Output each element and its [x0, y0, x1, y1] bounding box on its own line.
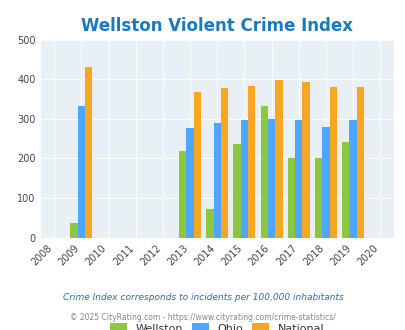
- Legend: Wellston, Ohio, National: Wellston, Ohio, National: [105, 318, 328, 330]
- Bar: [267, 119, 275, 238]
- Bar: [329, 87, 336, 238]
- Bar: [193, 92, 200, 238]
- Bar: [186, 127, 193, 238]
- Bar: [356, 87, 363, 238]
- Bar: [314, 158, 322, 238]
- Bar: [220, 88, 228, 238]
- Bar: [70, 222, 77, 238]
- Bar: [294, 119, 302, 238]
- Bar: [206, 209, 213, 238]
- Text: © 2025 CityRating.com - https://www.cityrating.com/crime-statistics/: © 2025 CityRating.com - https://www.city…: [70, 313, 335, 322]
- Bar: [213, 123, 220, 238]
- Bar: [302, 82, 309, 238]
- Bar: [247, 85, 255, 238]
- Bar: [349, 120, 356, 238]
- Bar: [85, 67, 92, 238]
- Bar: [322, 127, 329, 238]
- Bar: [179, 151, 186, 238]
- Bar: [240, 120, 247, 238]
- Bar: [233, 144, 240, 238]
- Bar: [287, 158, 294, 238]
- Bar: [77, 106, 85, 238]
- Bar: [341, 142, 349, 238]
- Bar: [275, 81, 282, 238]
- Text: Crime Index corresponds to incidents per 100,000 inhabitants: Crime Index corresponds to incidents per…: [62, 293, 343, 302]
- Bar: [260, 106, 267, 238]
- Title: Wellston Violent Crime Index: Wellston Violent Crime Index: [81, 17, 352, 35]
